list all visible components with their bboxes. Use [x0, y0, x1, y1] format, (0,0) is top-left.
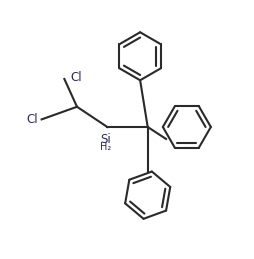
Text: Cl: Cl — [70, 71, 82, 84]
Text: Si: Si — [100, 133, 111, 146]
Text: Cl: Cl — [26, 113, 38, 126]
Text: H₂: H₂ — [100, 142, 111, 152]
